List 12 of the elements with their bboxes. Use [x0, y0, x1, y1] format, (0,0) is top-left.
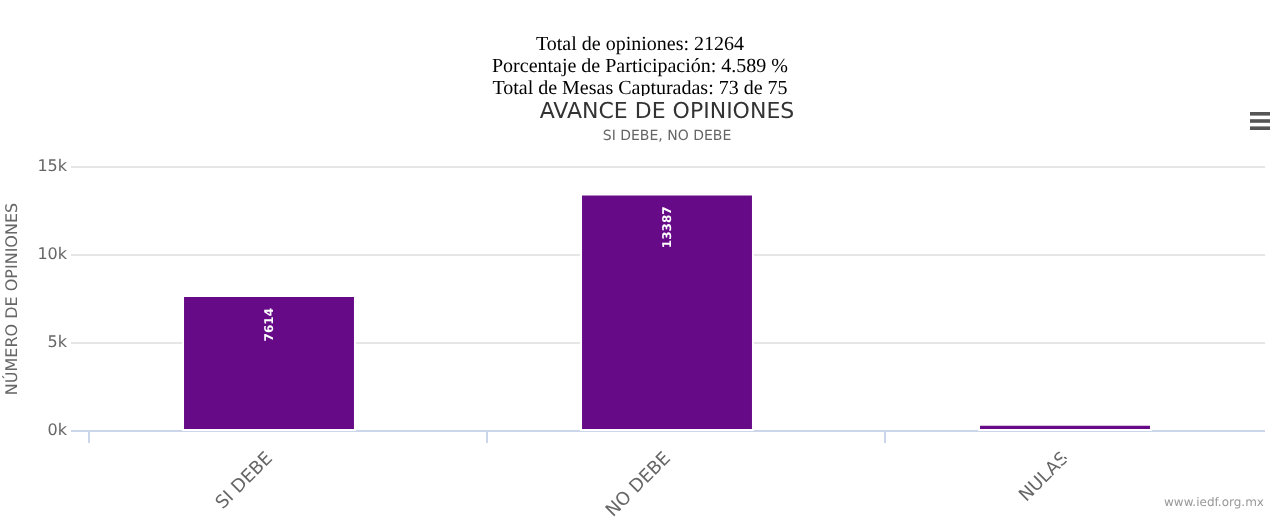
bar [978, 423, 1152, 431]
y-axis-title: NÚMERO DE OPINIONES [1, 202, 22, 396]
y-tick-label: 0k [47, 421, 68, 439]
text: Total de Mesas Capturadas: 73 de 75 [490, 78, 790, 100]
y-tick-label: 10k [37, 245, 68, 263]
bar [580, 193, 754, 431]
text: Porcentaje de Participación: 4.589 % [489, 56, 790, 78]
text: Total de opiniones: 21264 [533, 34, 746, 56]
chart-title: AVANCE DE OPINIONES [539, 98, 795, 124]
y-tick-label: 15k [37, 157, 68, 175]
y-tick-label: 5k [47, 333, 68, 351]
bar [182, 294, 356, 431]
